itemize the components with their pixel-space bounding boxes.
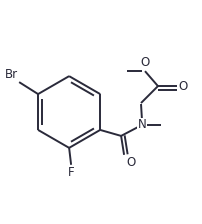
- Text: N: N: [138, 118, 146, 131]
- Text: F: F: [68, 166, 74, 179]
- Text: O: O: [126, 156, 135, 169]
- Text: Br: Br: [5, 68, 18, 81]
- Text: O: O: [179, 80, 188, 93]
- Text: O: O: [140, 56, 150, 69]
